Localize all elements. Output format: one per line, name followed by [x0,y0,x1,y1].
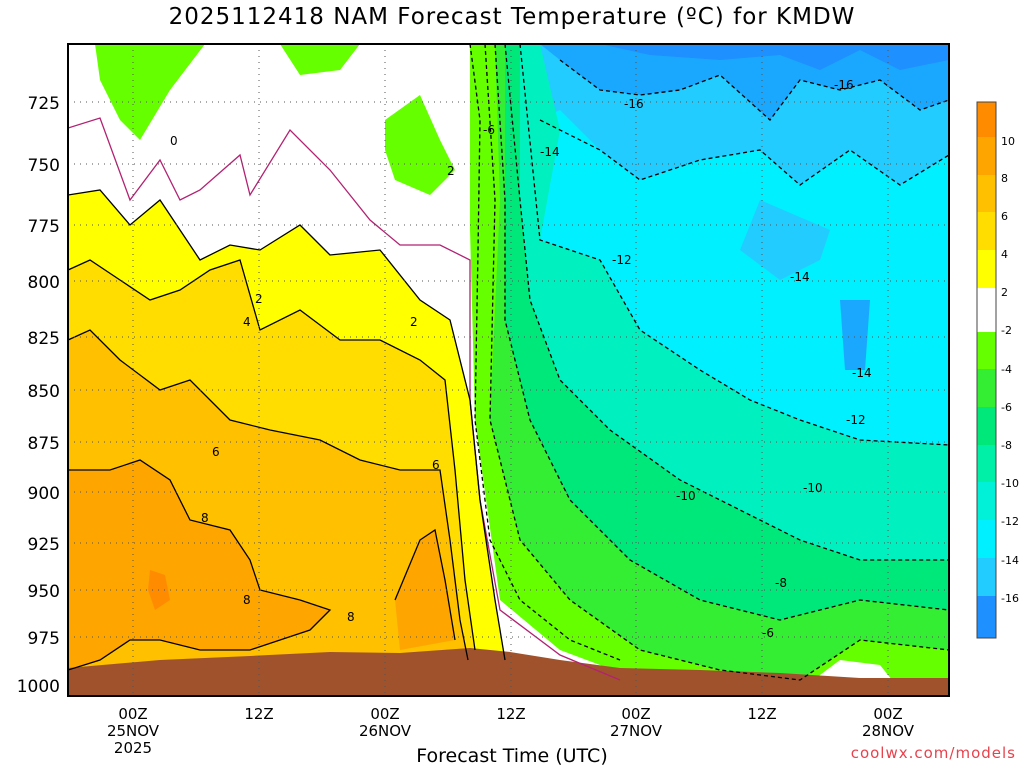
colorbar-swatch [977,369,996,407]
colorbar-label: 2 [1001,286,1008,299]
x-axis-title: Forecast Time (UTC) [416,745,608,767]
x-axis: 00Z 25NOV 2025 12Z 00Z 26NOV 12Z 00Z 27N… [107,705,915,757]
y-tick-label: 775 [28,217,60,237]
y-tick-label: 975 [28,629,60,649]
y-tick-label: 950 [28,582,60,602]
y-tick-label: 725 [28,94,60,114]
colorbar-label: -6 [1001,401,1012,414]
colorbar-swatch [977,288,996,332]
x-tick-date: 26NOV [359,722,412,740]
colorbar-swatch [977,332,996,369]
colorbar-swatch [977,102,996,137]
contour-label: 2 [447,164,455,178]
colorbar-swatch [977,137,996,175]
contour-label: -14 [852,366,872,380]
x-tick-date: 28NOV [862,722,915,740]
contour-label: 6 [432,458,440,472]
y-axis: 725 750 775 800 825 850 875 900 925 950 … [17,94,60,697]
colorbar-label: -4 [1001,363,1012,376]
y-tick-label: 850 [28,382,60,402]
contour-label: 8 [201,511,209,525]
colorbar-label: -2 [1001,324,1012,337]
colorbar-swatch [977,212,996,250]
x-tick-label: 00Z [118,705,147,723]
colorbar-label: -12 [1001,515,1019,528]
contour-label: -16 [624,97,644,111]
colorbar-swatch [977,482,996,520]
contour-label: -14 [790,270,810,284]
colorbar-label: -16 [1001,592,1019,605]
contour-label: -12 [612,253,632,267]
contour-label: -10 [803,481,823,495]
contour-label: -6 [762,626,774,640]
contour-label: 6 [212,445,220,459]
contour-label: -16 [834,78,854,92]
y-tick-label: 750 [28,156,60,176]
temperature-fill [68,44,949,696]
chart-title: 2025112418 NAM Forecast Temperature (ºC)… [168,4,856,30]
credit-link[interactable]: coolwx.com/models [850,744,1016,762]
colorbar-swatch [977,520,996,558]
x-tick-date: 25NOV [107,722,160,740]
contour-label: 2 [410,315,418,329]
y-tick-label: 900 [28,484,60,504]
x-tick-label: 12Z [496,705,525,723]
y-tick-label: 1000 [17,677,60,697]
colorbar-swatch [977,445,996,482]
x-tick-label: 12Z [747,705,776,723]
contour-label: 0 [170,134,178,148]
x-tick-date: 27NOV [610,722,663,740]
x-tick-label: 12Z [244,705,273,723]
x-tick-label: 00Z [370,705,399,723]
colorbar-label: 10 [1001,135,1015,148]
colorbar: 10 8 6 4 2 -2 -4 -6 -8 -10 -12 -14 -16 [976,101,1019,639]
x-tick-label: 00Z [873,705,902,723]
contour-lines [68,44,949,681]
x-tick-label: 00Z [621,705,650,723]
colorbar-label: 4 [1001,248,1008,261]
y-tick-label: 925 [28,535,60,555]
colorbar-swatch [977,250,996,288]
contour-labels: 0 2 2 2 4 6 6 8 8 8 -6 -6 -8 -10 -10 -12… [170,78,872,640]
colorbar-label: -14 [1001,554,1019,567]
contour-label: 8 [243,593,251,607]
contour-label: -6 [483,123,495,137]
y-tick-label: 825 [28,329,60,349]
plot-frame [67,43,950,697]
colorbar-label: -10 [1001,477,1019,490]
contour-label: -12 [846,413,866,427]
contour-label: -14 [540,145,560,159]
contour-label: -10 [676,489,696,503]
contour-label: 2 [255,292,263,306]
colorbar-swatch [977,407,996,445]
colorbar-swatch [977,558,996,596]
contour-label: 8 [347,610,355,624]
colorbar-label: 8 [1001,172,1008,185]
y-tick-label: 800 [28,273,60,293]
contour-label: -8 [775,576,787,590]
colorbar-label: -8 [1001,439,1012,452]
colorbar-swatch [977,175,996,212]
contour-label: 4 [243,315,251,329]
grid-lines [68,44,949,696]
colorbar-swatch [977,596,996,638]
x-tick-year: 2025 [114,739,152,757]
y-tick-label: 875 [28,434,60,454]
colorbar-label: 6 [1001,210,1008,223]
